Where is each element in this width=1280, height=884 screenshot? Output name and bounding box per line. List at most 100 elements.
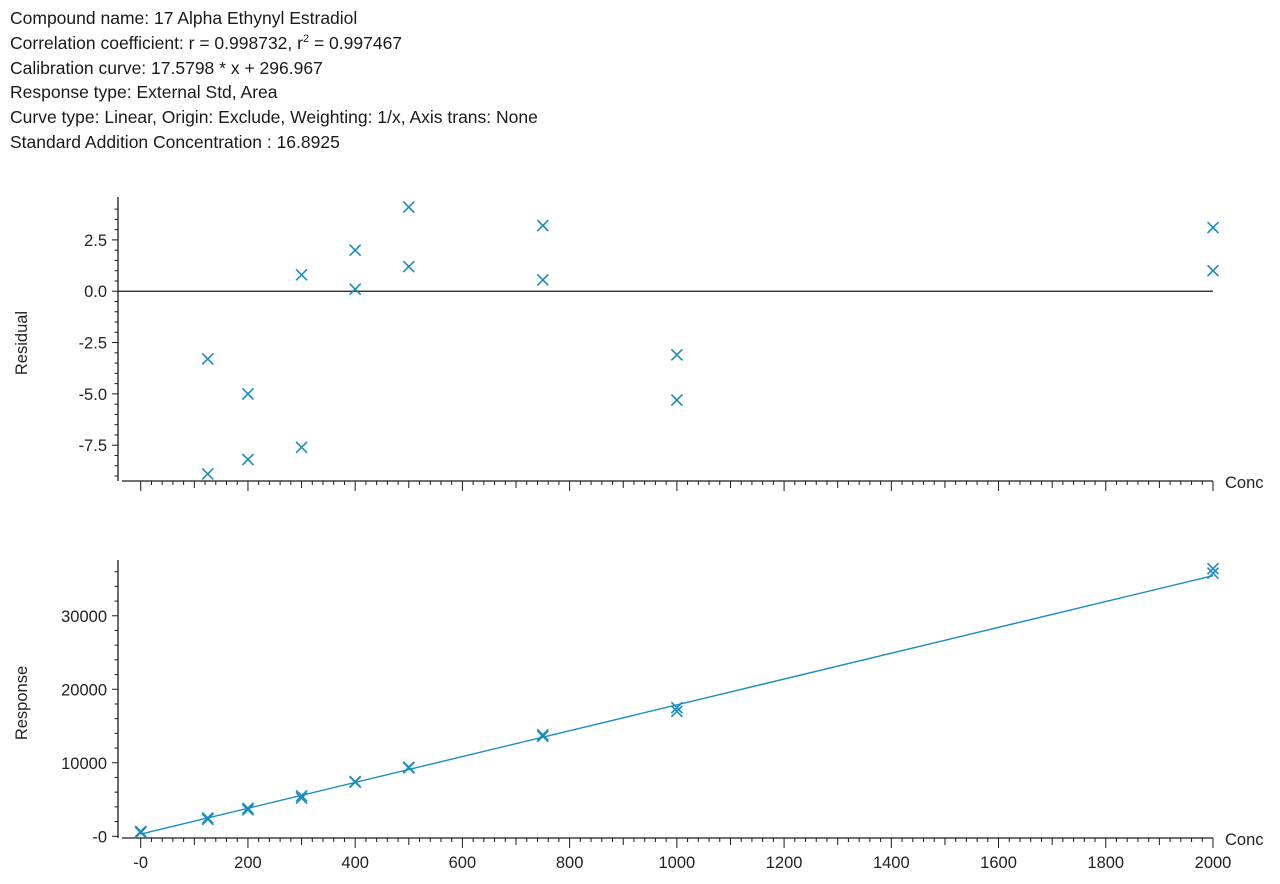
- y-tick-label: -2.5: [79, 335, 107, 353]
- data-point-stroke: [201, 352, 214, 366]
- data-point-stroke: [134, 826, 147, 839]
- x-axis-title: Conc: [1225, 831, 1264, 849]
- x-tick-label: 400: [341, 854, 369, 872]
- correlation-coefficient: Correlation coefficient: r = 0.998732, r…: [10, 31, 538, 56]
- data-point-stroke: [349, 283, 362, 296]
- data-point: [1206, 264, 1220, 277]
- data-point: [241, 802, 255, 815]
- data-point: [670, 393, 683, 407]
- data-point: [402, 260, 415, 273]
- data-point-stroke: [241, 802, 255, 815]
- data-point-stroke: [536, 273, 549, 287]
- response-plot: 30000 20000 10000 -0 Response Conc -0 200 400 600…: [13, 560, 1264, 872]
- x-tick-label: 200: [234, 854, 262, 872]
- x-tick-label: -0: [133, 854, 148, 872]
- data-point: [349, 283, 362, 296]
- data-point-stroke: [201, 811, 214, 824]
- x-tick-label: 1400: [873, 854, 910, 872]
- data-point: [670, 701, 683, 714]
- response-type: Response type: External Std, Area: [10, 82, 278, 103]
- x-tick-label: 1600: [980, 854, 1017, 872]
- data-point: [201, 467, 214, 481]
- data-point-stroke: [402, 200, 415, 214]
- data-point-stroke: [670, 705, 683, 718]
- data-point-stroke: [1206, 562, 1220, 575]
- residual-plot: 2.5 0.0 -2.5 -5.0 -7.5 Residual Conc: [13, 197, 1264, 492]
- data-point: [536, 273, 549, 287]
- x-tick-label: 600: [449, 854, 477, 872]
- x-tick-label: 1000: [659, 854, 696, 872]
- data-point-stroke: [1206, 264, 1220, 277]
- data-point: [349, 776, 362, 789]
- y-tick-label: -5.0: [79, 386, 107, 404]
- fit-line: [140, 574, 1214, 835]
- data-point: [1206, 567, 1220, 580]
- data-point-stroke: [201, 467, 214, 481]
- data-point: [1206, 562, 1220, 575]
- data-point: [295, 268, 308, 281]
- x-tick-label: 800: [556, 854, 584, 872]
- data-point: [349, 244, 362, 257]
- y-tick-label: -7.5: [79, 437, 107, 455]
- y-axis-title: Response: [13, 666, 31, 740]
- data-point-stroke: [670, 393, 683, 407]
- data-point-stroke: [295, 791, 308, 805]
- data-point-stroke: [295, 789, 308, 802]
- data-point-stroke: [349, 776, 362, 789]
- data-point-stroke: [670, 701, 683, 714]
- data-point: [295, 441, 308, 454]
- data-point-stroke: [1206, 221, 1220, 234]
- y-tick-label: 2.5: [84, 232, 107, 250]
- compound-name: Compound name: 17 Alpha Ethynyl Estradio…: [10, 8, 358, 28]
- data-point-stroke: [536, 730, 549, 743]
- x-tick-label: 1200: [766, 854, 803, 872]
- data-point-stroke: [349, 244, 362, 257]
- data-point-stroke: [670, 348, 683, 361]
- data-point-stroke: [295, 441, 308, 454]
- data-point: [134, 826, 147, 839]
- data-point: [402, 200, 415, 214]
- data-point: [201, 813, 214, 826]
- data-point: [241, 453, 255, 466]
- data-point: [536, 728, 549, 741]
- data-point: [402, 761, 415, 774]
- data-point-stroke: [241, 803, 255, 816]
- y-tick-label: 0.0: [84, 283, 107, 301]
- data-point: [670, 705, 683, 718]
- data-point: [295, 789, 308, 802]
- data-point-stroke: [241, 387, 255, 400]
- y-axis-title: Residual: [13, 311, 31, 375]
- data-point: [295, 791, 308, 805]
- calibration-curve: Calibration curve: 17.5798 * x + 296.967: [10, 57, 323, 78]
- data-point-stroke: [1206, 567, 1220, 580]
- x-tick-label: 2000: [1195, 854, 1232, 872]
- std-addition-concentration: Standard Addition Concentration : 16.892…: [10, 131, 340, 152]
- data-point: [536, 219, 549, 232]
- data-point: [241, 803, 255, 816]
- data-point-stroke: [536, 728, 549, 741]
- curve-type: Curve type: Linear, Origin: Exclude, Wei…: [10, 107, 538, 128]
- correlation-prefix: Correlation coefficient: r = 0.998732, r: [10, 32, 303, 53]
- correlation-suffix: = 0.997467: [309, 32, 403, 53]
- y-tick-label: 20000: [61, 681, 107, 699]
- data-point: [201, 811, 214, 824]
- y-tick-label: -0: [92, 828, 107, 846]
- data-point-stroke: [295, 268, 308, 281]
- data-point: [241, 387, 255, 400]
- calibration-header: Compound name: 17 Alpha Ethynyl Estradio…: [10, 6, 538, 155]
- data-point-stroke: [241, 453, 255, 466]
- data-point: [1206, 221, 1220, 234]
- data-point-stroke: [536, 219, 549, 232]
- y-tick-label: 30000: [61, 608, 107, 626]
- correlation-superscript: 2: [302, 32, 310, 45]
- data-point-stroke: [201, 813, 214, 826]
- x-tick-label: 1800: [1087, 854, 1124, 872]
- y-tick-label: 10000: [61, 755, 107, 773]
- data-point-stroke: [402, 761, 415, 774]
- data-point: [536, 730, 549, 743]
- data-point: [201, 352, 214, 366]
- x-axis-title: Conc: [1225, 474, 1264, 492]
- data-point-stroke: [402, 260, 415, 273]
- data-point: [670, 348, 683, 361]
